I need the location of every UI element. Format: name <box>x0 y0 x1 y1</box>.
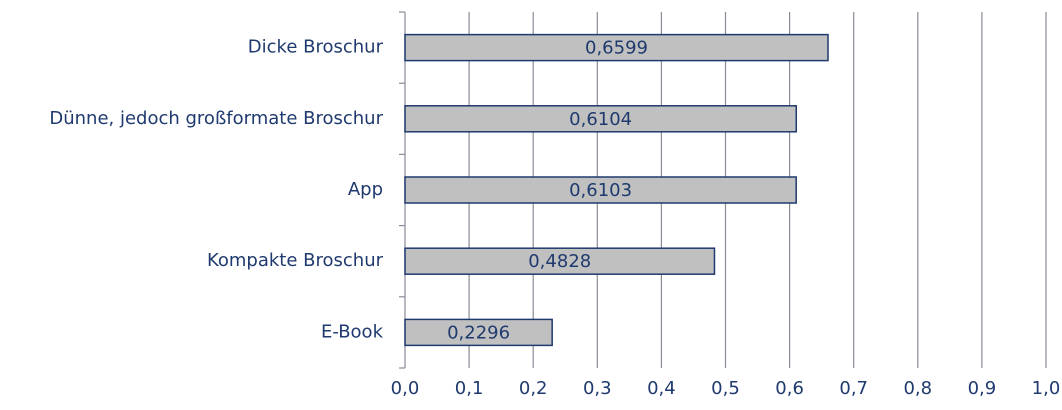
x-tick-label: 0,8 <box>903 378 932 399</box>
x-tick-label: 0,1 <box>455 378 484 399</box>
x-tick-label: 0,9 <box>968 378 997 399</box>
y-tick-label: App <box>348 179 383 200</box>
y-tick-label: Dünne, jedoch großformate Broschur <box>49 108 383 129</box>
x-tick-label: 1,0 <box>1032 378 1061 399</box>
value-label: 0,6104 <box>569 109 632 130</box>
bar <box>404 247 716 275</box>
bar <box>404 105 798 133</box>
value-label: 0,6103 <box>569 180 632 201</box>
x-tick-label: 0,4 <box>647 378 676 399</box>
x-tick-label: 0,2 <box>519 378 548 399</box>
value-label: 0,2296 <box>447 322 510 343</box>
value-label: 0,4828 <box>528 251 591 272</box>
x-tick-label: 0,6 <box>775 378 804 399</box>
bar <box>404 318 553 347</box>
y-tick-label: Dicke Broschur <box>248 37 384 58</box>
bar <box>404 33 829 62</box>
x-tick-label: 0,7 <box>839 378 868 399</box>
x-tick-label: 0,0 <box>391 378 420 399</box>
value-label: 0,6599 <box>585 38 648 59</box>
x-tick-label: 0,5 <box>711 378 740 399</box>
bar <box>404 176 797 204</box>
y-tick-label: Kompakte Broschur <box>207 250 384 271</box>
x-tick-label: 0,3 <box>583 378 612 399</box>
y-tick-label: E-Book <box>321 321 384 342</box>
